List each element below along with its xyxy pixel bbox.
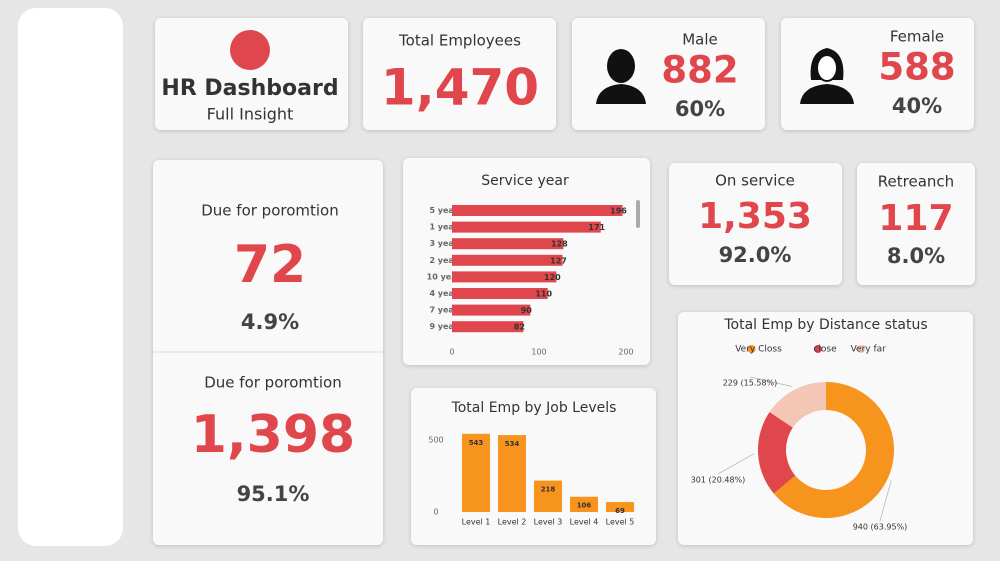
total-label: Total Employees <box>398 32 521 50</box>
slice <box>773 382 894 518</box>
promotion-pct: 4.9% <box>241 310 299 334</box>
bar <box>452 205 623 216</box>
x-tick-label: Level 1 <box>462 518 491 527</box>
x-tick-label: Level 4 <box>570 518 599 527</box>
value-label: 940 (63.95%) <box>853 523 908 532</box>
value-label: 82 <box>514 323 525 332</box>
y-tick-label: 4 years <box>429 289 462 298</box>
value-label: 171 <box>588 223 605 232</box>
chart-title: Service year <box>481 173 569 189</box>
retrench-value: 117 <box>878 198 953 239</box>
value-label: 127 <box>550 256 567 265</box>
sidebar <box>18 8 123 546</box>
distance-card <box>678 312 973 545</box>
legend-label: Very Closs <box>735 345 782 355</box>
y-tick-label: 1 years <box>429 223 462 232</box>
bar <box>534 480 562 512</box>
slice <box>769 382 826 428</box>
x-tick-label: 100 <box>531 348 546 357</box>
male-pct: 60% <box>675 97 725 121</box>
bar <box>452 288 548 299</box>
male-value: 882 <box>661 49 738 92</box>
value-label: 110 <box>535 290 552 299</box>
retrench-label: Retreanch <box>878 173 954 191</box>
bar <box>452 254 563 266</box>
y-tick-label: 5 years <box>429 206 462 215</box>
retrench-pct: 8.0% <box>887 244 945 268</box>
promotion-pct: 95.1% <box>237 482 310 506</box>
promotion-value: 72 <box>234 235 306 295</box>
promotion-label: Due for poromtion <box>201 202 339 220</box>
retrench-card <box>857 163 975 285</box>
value-label: 196 <box>610 207 627 216</box>
title: HR Dashboard <box>161 76 338 101</box>
header-card <box>155 18 348 130</box>
value-label: 69 <box>615 507 625 515</box>
promotion-value: 1,398 <box>191 405 355 465</box>
x-tick-label: Level 5 <box>606 518 635 527</box>
y-tick-label: 500 <box>428 436 443 445</box>
bar <box>452 321 524 333</box>
total-value: 1,470 <box>381 59 539 117</box>
value-label: 120 <box>544 273 561 282</box>
value-label: 128 <box>551 240 568 249</box>
leader-line <box>879 480 892 522</box>
bar <box>452 238 564 250</box>
subtitle: Full Insight <box>207 105 294 124</box>
legend-marker <box>747 345 756 353</box>
total-card <box>363 18 556 130</box>
promotion-label: Due for poromtion <box>204 374 342 392</box>
value-label: 543 <box>469 439 484 447</box>
chart-title: Total Emp by Job Levels <box>451 400 617 416</box>
bar <box>462 433 490 512</box>
y-tick-label: 3 years <box>429 239 462 248</box>
scrollbar <box>636 200 640 228</box>
y-tick-label: 9 years <box>429 322 462 331</box>
male-label: Male <box>682 31 718 49</box>
female-icon <box>800 48 854 104</box>
value-label: 229 (15.58%) <box>723 379 778 388</box>
y-tick-label: 7 years <box>429 306 462 315</box>
slice <box>758 412 796 494</box>
bar <box>498 435 526 512</box>
legend-marker <box>814 345 823 353</box>
female-value: 588 <box>878 46 955 89</box>
y-tick-label: 0 <box>433 508 438 517</box>
legend-marker <box>857 345 866 353</box>
bar <box>570 496 598 512</box>
logo <box>230 30 270 70</box>
male-icon <box>596 49 646 104</box>
on-service-pct: 92.0% <box>719 243 792 267</box>
leader-line <box>717 453 755 475</box>
value-label: 534 <box>505 440 520 448</box>
x-tick-label: 0 <box>449 348 454 357</box>
chart-title: Total Emp by Distance status <box>723 317 927 333</box>
female-pct: 40% <box>892 94 942 118</box>
x-tick-label: 200 <box>618 348 633 357</box>
value-label: 106 <box>577 502 592 510</box>
leader-line <box>749 376 793 387</box>
bar <box>452 304 531 316</box>
y-tick-label: 10 years <box>427 272 466 281</box>
bar <box>452 271 557 283</box>
x-tick-label: Level 3 <box>534 518 563 527</box>
legend-label: Very far <box>851 345 887 355</box>
bar <box>452 221 601 233</box>
on-service-card <box>669 163 842 285</box>
legend-label: close <box>813 345 837 355</box>
on-service-value: 1,353 <box>698 196 812 237</box>
value-label: 218 <box>541 486 556 494</box>
value-label: 301 (20.48%) <box>691 476 746 485</box>
value-label: 90 <box>521 306 533 315</box>
bar <box>606 502 634 512</box>
y-tick-label: 2 years <box>429 256 462 265</box>
on-service-label: On service <box>715 172 795 190</box>
x-tick-label: Level 2 <box>498 518 527 527</box>
female-label: Female <box>890 28 944 46</box>
